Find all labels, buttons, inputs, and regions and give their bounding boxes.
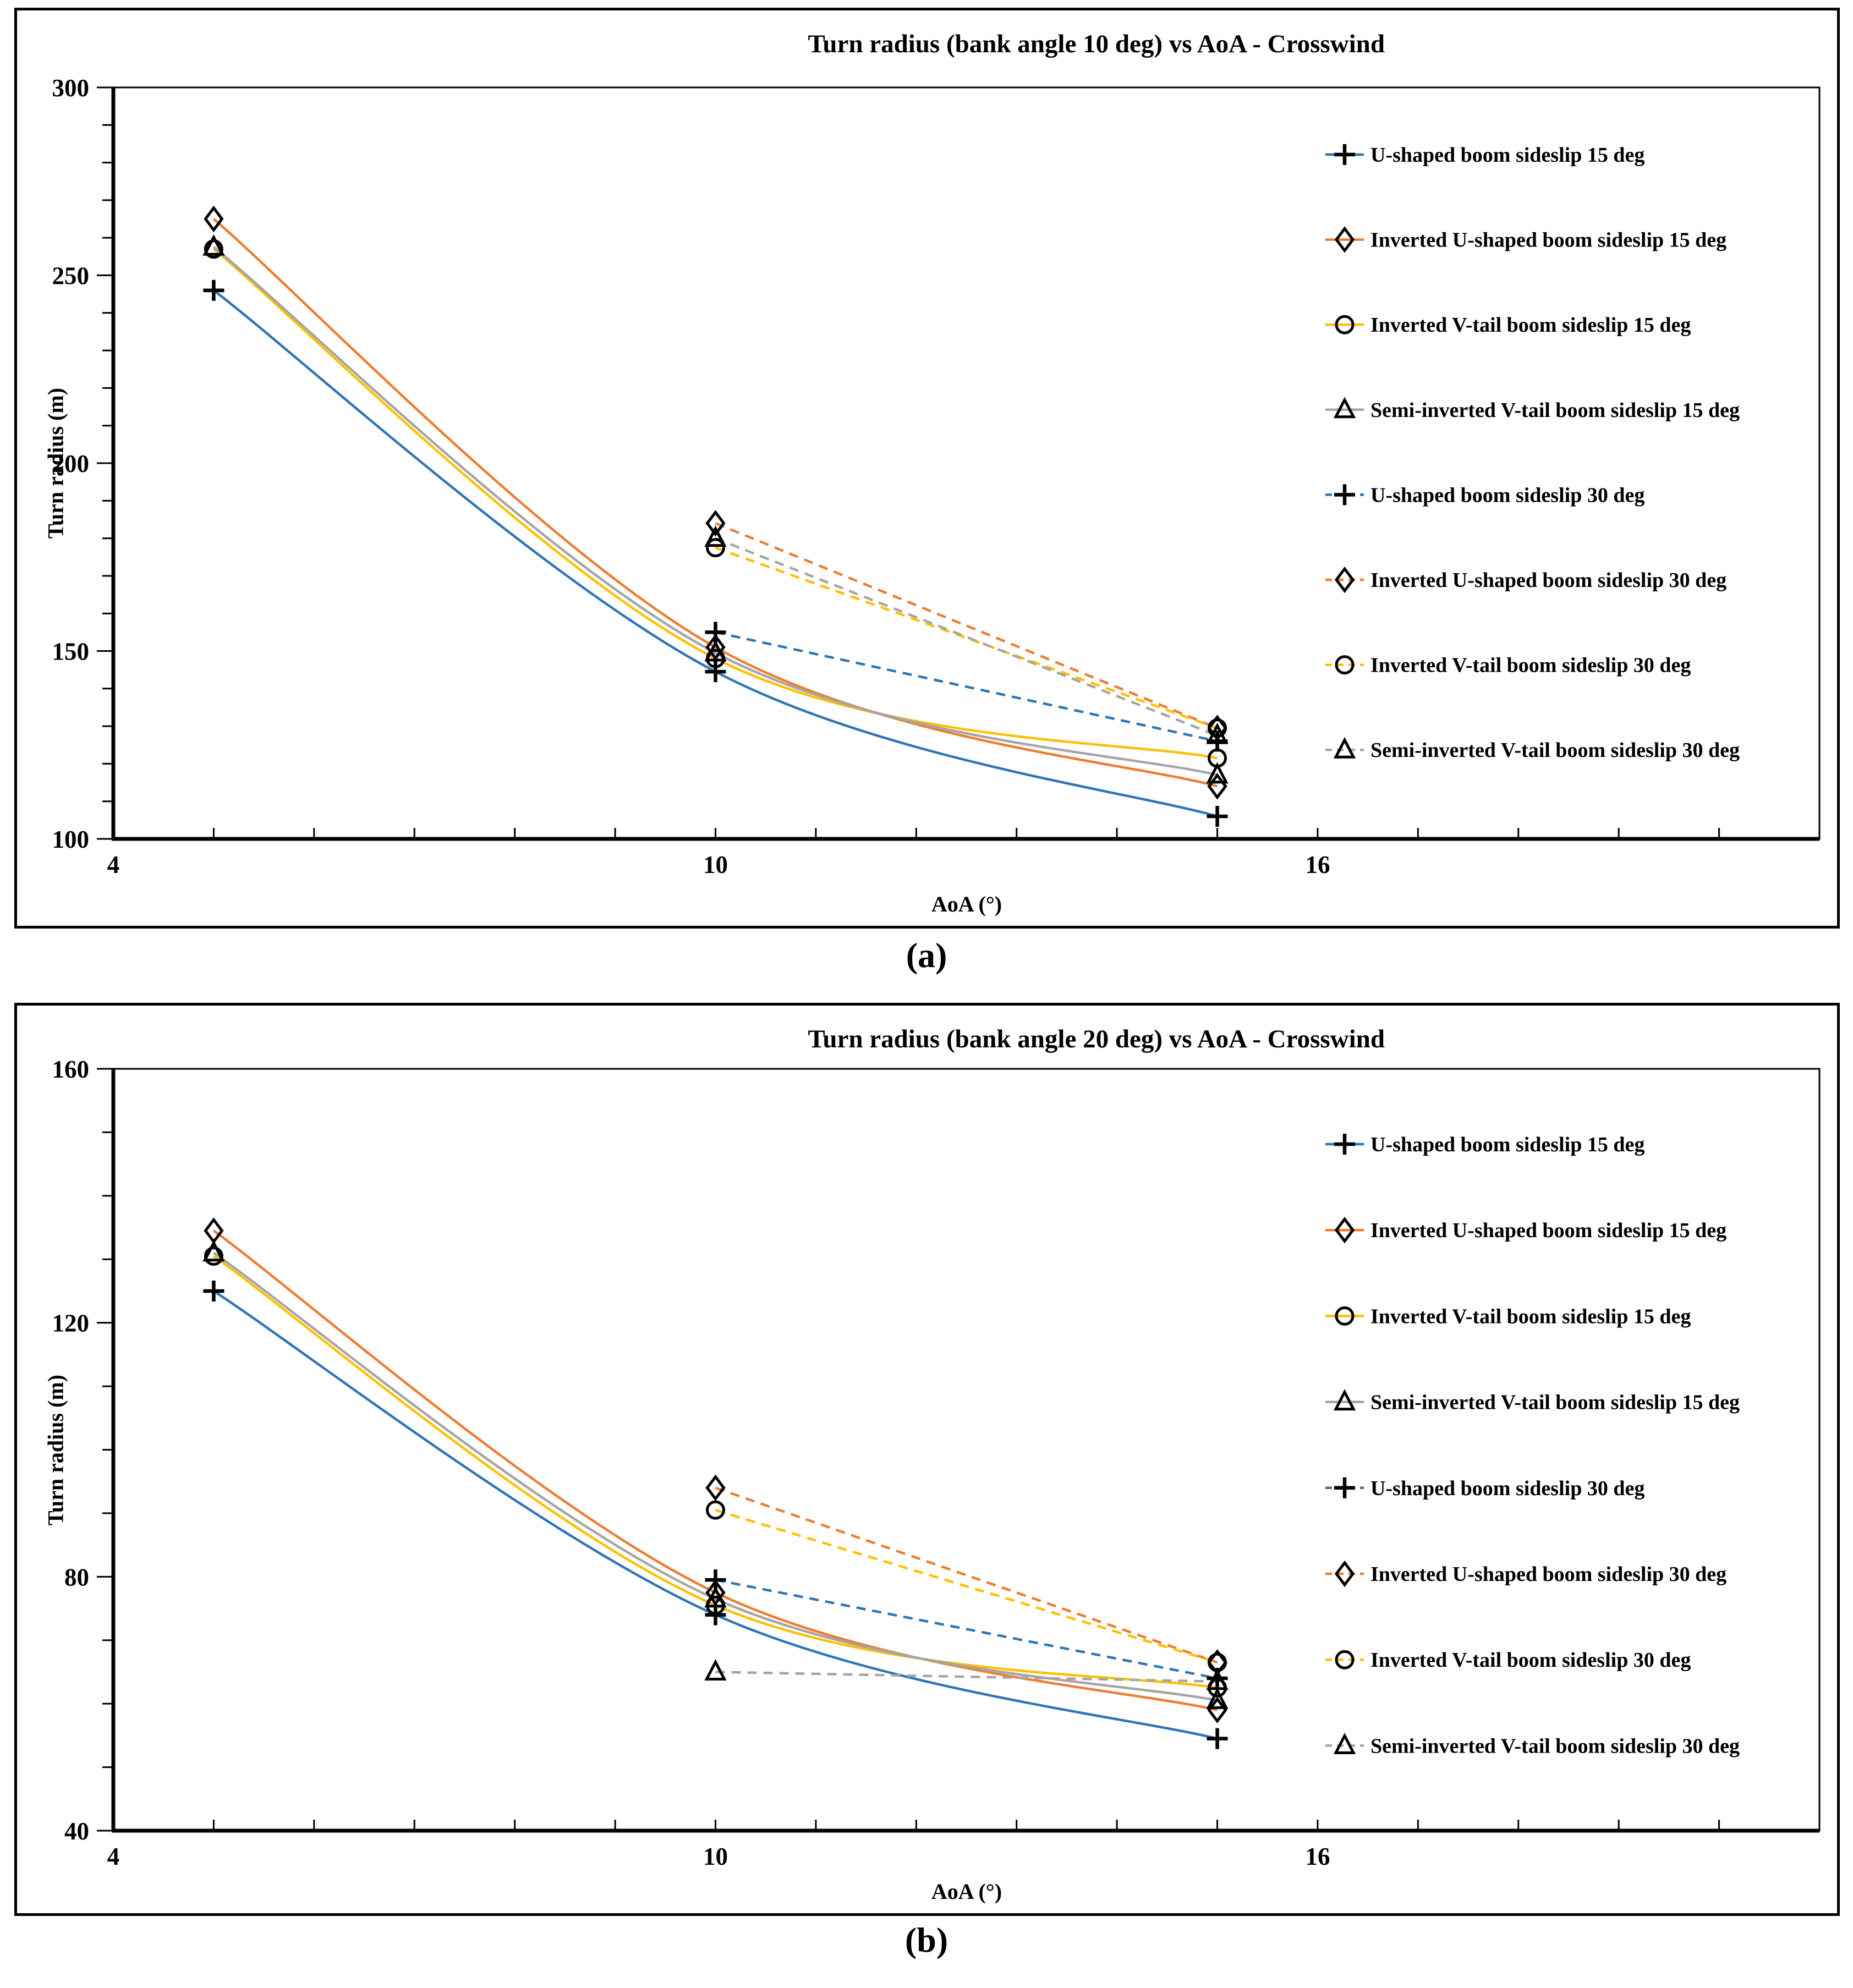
legend-item-label: U-shaped boom sideslip 15 deg [1370, 1133, 1644, 1156]
legend-item-3: Semi-inverted V-tail boom sideslip 15 de… [1325, 1389, 1740, 1414]
legend-item-4: U-shaped boom sideslip 30 deg [1325, 484, 1644, 507]
x-tick-label: 16 [1305, 1843, 1330, 1870]
y-axis-ticks: 40 80 120 160 [52, 1056, 113, 1845]
y-tick-label: 200 [52, 450, 90, 477]
legend-item-0: U-shaped boom sideslip 15 deg [1325, 144, 1644, 167]
series-1-markers [204, 1217, 1227, 1723]
legend-item-3: Semi-inverted V-tail boom sideslip 15 de… [1325, 397, 1740, 422]
y-tick-label: 40 [64, 1817, 89, 1845]
series-0-line [213, 1290, 1218, 1740]
legend-item-1: Inverted U-shaped boom sideslip 15 deg [1325, 1217, 1726, 1244]
series-7-line [715, 537, 1218, 737]
y-tick-label: 80 [64, 1563, 89, 1591]
y-tick-label: 120 [52, 1310, 90, 1337]
legend-item-label: Semi-inverted V-tail boom sideslip 15 de… [1370, 399, 1740, 422]
series-7-markers [704, 1659, 1229, 1690]
series-4-line [715, 631, 1218, 743]
legend-item-2: Inverted V-tail boom sideslip 15 deg [1325, 1305, 1691, 1328]
series-4-markers [705, 1569, 1228, 1689]
legend-item-label: U-shaped boom sideslip 30 deg [1370, 1477, 1644, 1500]
x-tick-label: 4 [107, 851, 120, 878]
series-0-markers [203, 279, 1228, 827]
series-6-line [715, 546, 1218, 729]
plot-frame [111, 86, 1821, 841]
legend: U-shaped boom sideslip 15 deg Inverted U-… [1325, 144, 1740, 762]
legend-item-2: Inverted V-tail boom sideslip 15 deg [1325, 314, 1691, 337]
legend-item-label: Inverted V-tail boom sideslip 30 deg [1370, 654, 1691, 677]
series-1-markers [204, 205, 1227, 800]
legend-item-label: Semi-inverted V-tail boom sideslip 30 de… [1370, 1734, 1740, 1758]
series-5-markers [705, 1474, 1227, 1676]
series-3-line [212, 246, 1218, 777]
series-0-markers [203, 1280, 1228, 1749]
series-5-line [715, 522, 1218, 729]
legend-item-4: U-shaped boom sideslip 30 deg [1325, 1477, 1644, 1500]
legend-item-6: Inverted V-tail boom sideslip 30 deg [1325, 1649, 1691, 1672]
series-6-line [715, 1508, 1218, 1664]
series-1-line [213, 1229, 1218, 1711]
x-tick-label: 4 [107, 1843, 120, 1870]
x-tick-label: 10 [703, 1843, 728, 1870]
chart-panel-b: Turn radius (bank angle 20 deg) vs AoA -… [14, 1003, 1840, 1916]
legend-item-label: Semi-inverted V-tail boom sideslip 30 de… [1370, 739, 1740, 762]
chart-a-title: Turn radius (bank angle 10 deg) vs AoA -… [808, 30, 1385, 58]
legend-item-5: Inverted U-shaped boom sideslip 30 deg [1325, 566, 1726, 594]
legend-item-6: Inverted V-tail boom sideslip 30 deg [1325, 654, 1691, 677]
legend-item-label: Inverted U-shaped boom sideslip 30 deg [1370, 569, 1726, 592]
x-axis-ticks: 4 10 16 [107, 828, 1821, 878]
legend: U-shaped boom sideslip 15 deg Inverted U-… [1325, 1133, 1740, 1758]
series-5-markers [705, 510, 1227, 742]
series-2-markers [204, 239, 1227, 768]
legend-item-label: Inverted U-shaped boom sideslip 30 deg [1370, 1563, 1726, 1586]
legend-item-label: Inverted U-shaped boom sideslip 15 deg [1370, 1219, 1726, 1242]
legend-item-label: Inverted V-tail boom sideslip 15 deg [1370, 314, 1691, 337]
y-tick-label: 300 [52, 74, 90, 102]
legend-item-label: Inverted V-tail boom sideslip 15 deg [1370, 1305, 1691, 1328]
series-6-markers [705, 538, 1227, 738]
legend-item-label: U-shaped boom sideslip 15 deg [1370, 144, 1644, 167]
series-7-line [715, 1671, 1218, 1683]
legend-item-label: U-shaped boom sideslip 30 deg [1370, 484, 1644, 507]
legend-item-label: Semi-inverted V-tail boom sideslip 15 de… [1370, 1391, 1740, 1414]
series-3-markers [202, 1240, 1229, 1709]
legend-item-label: Inverted V-tail boom sideslip 30 deg [1370, 1649, 1691, 1672]
chart-a-x-axis-label: AoA (°) [931, 892, 1002, 916]
chart-b-x-axis-label: AoA (°) [931, 1879, 1002, 1904]
caption-a: (a) [906, 936, 947, 975]
legend-item-label: Inverted U-shaped boom sideslip 15 deg [1370, 229, 1726, 252]
series-7-markers [704, 525, 1229, 744]
legend-item-7: Semi-inverted V-tail boom sideslip 30 de… [1325, 1732, 1740, 1758]
chart-b-plot: 4 10 16 40 80 120 160 U-shaped boom sideslip 15… [52, 1056, 1821, 1870]
series-3-markers [202, 234, 1229, 784]
caption-b: (b) [904, 1920, 949, 1959]
series-0-line [213, 289, 1218, 818]
y-axis-ticks: 100 150 200 250 300 [52, 74, 113, 853]
legend-item-1: Inverted U-shaped boom sideslip 15 deg [1325, 226, 1726, 253]
series-2-markers [204, 1246, 1227, 1698]
chart-b-title: Turn radius (bank angle 20 deg) vs AoA -… [808, 1025, 1385, 1053]
legend-item-0: U-shaped boom sideslip 15 deg [1325, 1133, 1644, 1156]
x-tick-label: 16 [1305, 851, 1330, 878]
chart-panel-a: Turn radius (bank angle 10 deg) vs AoA -… [14, 8, 1840, 929]
legend-item-7: Semi-inverted V-tail boom sideslip 30 de… [1325, 737, 1740, 762]
y-tick-label: 150 [52, 638, 90, 666]
plot-frame [111, 1068, 1821, 1833]
y-tick-label: 160 [52, 1056, 90, 1083]
legend-item-5: Inverted U-shaped boom sideslip 30 deg [1325, 1560, 1726, 1588]
series-5-line [715, 1486, 1218, 1664]
y-tick-label: 250 [52, 262, 90, 290]
x-tick-label: 10 [703, 851, 728, 878]
y-tick-label: 100 [52, 826, 90, 853]
series-4-line [715, 1578, 1218, 1680]
x-axis-ticks: 4 10 16 [107, 1820, 1821, 1870]
series-1-line [212, 218, 1218, 788]
series-2-line [212, 248, 1218, 760]
chart-a-plot: 4 10 16 100 150 200 250 300 U-shaped boom sidesl… [52, 74, 1821, 878]
